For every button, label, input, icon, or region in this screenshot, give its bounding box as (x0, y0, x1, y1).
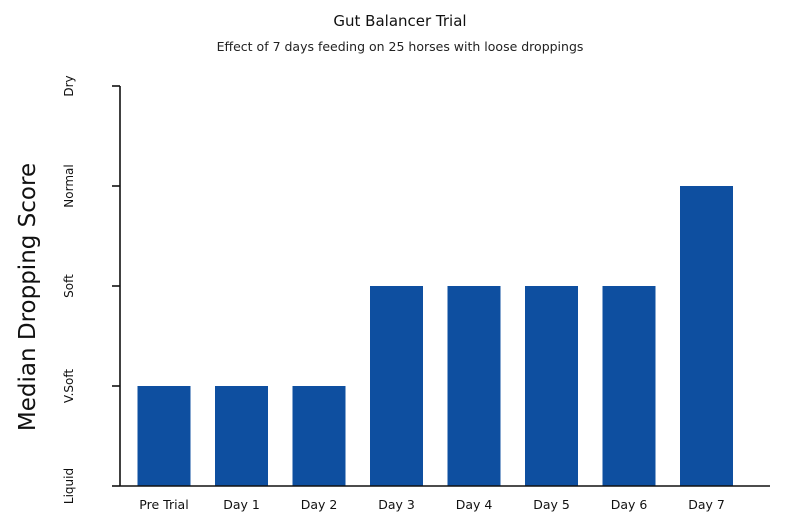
y-tick-label-liquid: Liquid (62, 468, 76, 504)
x-tick-label-day-3: Day 3 (378, 497, 415, 512)
x-tick-label-day-2: Day 2 (301, 497, 338, 512)
bar-day-2 (292, 386, 346, 486)
y-tick-label-soft: Soft (62, 274, 76, 298)
bar-day-1 (215, 386, 268, 486)
x-ticks-group: Pre Trial Day 1 Day 2 Day 3 Day 4 Day 5 Day 6 D… (139, 497, 725, 512)
x-tick-label-day-1: Day 1 (223, 497, 260, 512)
chart-subtitle: Effect of 7 days feeding on 25 horses wi… (217, 39, 584, 54)
x-tick-label-day-6: Day 6 (611, 497, 648, 512)
bar-day-7 (680, 186, 733, 486)
y-tick-label-dry: Dry (62, 75, 76, 96)
y-tick-label-normal: Normal (62, 164, 76, 207)
y-axis-label: Median Dropping Score (15, 163, 41, 431)
x-tick-label-pre-trial: Pre Trial (139, 497, 188, 512)
y-ticks-group: Liquid V.Soft Soft Normal Dry (62, 75, 120, 504)
bars-group (137, 186, 733, 486)
x-tick-label-day-4: Day 4 (456, 497, 493, 512)
x-tick-label-day-5: Day 5 (533, 497, 570, 512)
bar-pre-trial (137, 386, 191, 486)
y-tick-label-v-soft: V.Soft (62, 369, 76, 403)
x-tick-label-day-7: Day 7 (688, 497, 725, 512)
bar-day-3 (370, 286, 423, 486)
bar-day-6 (602, 286, 656, 486)
bar-day-5 (525, 286, 578, 486)
chart-title: Gut Balancer Trial (333, 12, 466, 30)
bar-day-4 (447, 286, 501, 486)
